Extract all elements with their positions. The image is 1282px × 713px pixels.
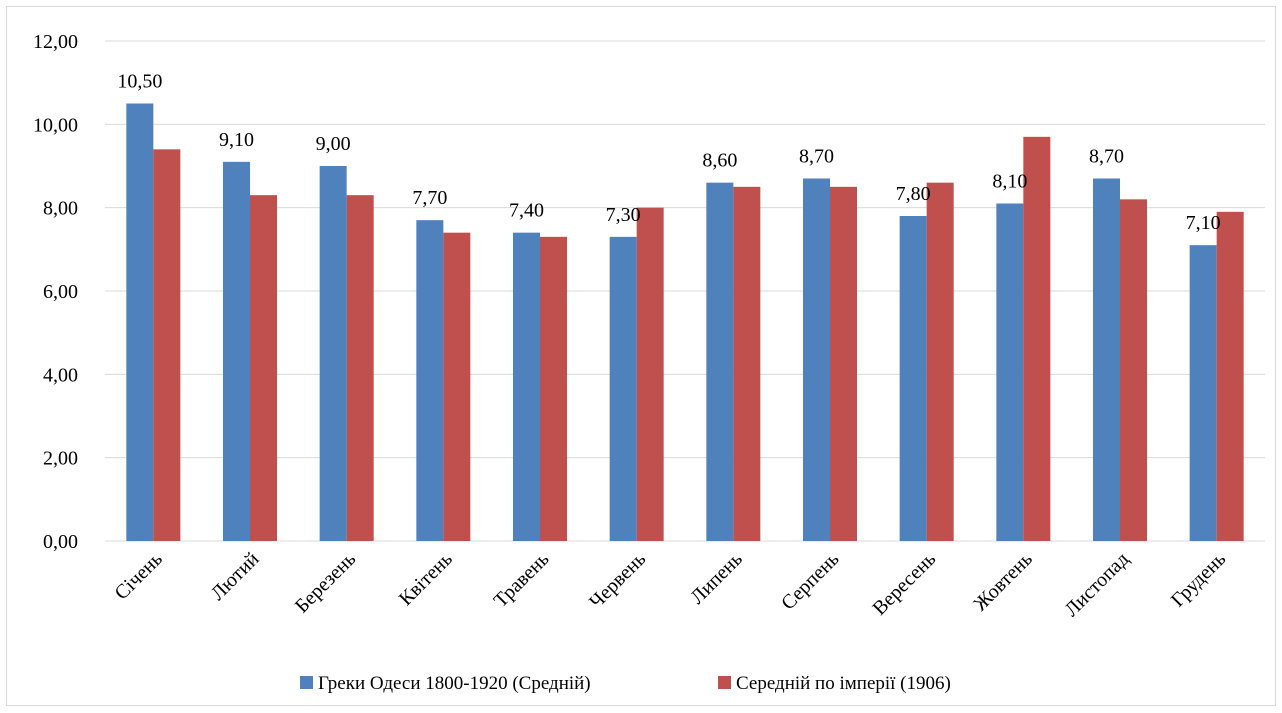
bar-series-1-5: [513, 232, 540, 541]
x-tick-label: Жовтень: [969, 548, 1036, 615]
x-tick-label: Січень: [111, 548, 167, 604]
bar-series-2-6: [636, 207, 664, 541]
y-tick-label: 12,00: [33, 31, 78, 53]
x-tick-label: Березень: [291, 548, 360, 617]
bar-series-1-10: [996, 203, 1024, 541]
x-tick-label: Листопад: [1060, 548, 1133, 621]
bar-series-1-7: [706, 182, 734, 541]
data-label: 7,10: [1186, 212, 1221, 234]
data-labels: 10,50 9,10 9,00 7,70 7,40 7,30 8,60 8,70 7,80 8,1…: [117, 71, 1220, 235]
legend: Греки Одеси 1800-1920 (Средній) Середній…: [300, 673, 951, 694]
data-label: 8,10: [992, 171, 1027, 193]
bar-series-2-11: [1120, 199, 1147, 542]
data-label: 7,30: [606, 204, 641, 226]
y-tick-label: 6,00: [43, 281, 78, 303]
gridlines: [105, 40, 1265, 542]
data-label: 8,70: [799, 146, 834, 168]
bar-series-2-12: [1216, 211, 1244, 542]
y-tick-label: 10,00: [33, 114, 78, 136]
bar-series-2-1: [153, 149, 181, 542]
data-label: 7,40: [509, 200, 544, 222]
data-label: 8,60: [702, 150, 737, 172]
bar-series-1-9: [899, 216, 927, 541]
bar-series-2-9: [926, 182, 954, 541]
data-label: 10,50: [117, 71, 162, 93]
bar-series-2-8: [830, 186, 857, 542]
data-label: 9,00: [316, 133, 351, 155]
legend-swatch-series-2: [718, 676, 731, 689]
bar-series-1-6: [609, 236, 637, 542]
legend-label-series-1: Греки Одеси 1800-1920 (Средній): [318, 673, 591, 694]
data-label: 9,10: [219, 129, 254, 151]
x-tick-label: Грудень: [1167, 548, 1230, 611]
bar-series-1-3: [319, 166, 347, 541]
x-axis-ticks: Січень Лютий Березень Квітень Травень Червень…: [111, 548, 1231, 621]
bar-series-2-4: [443, 232, 471, 541]
y-axis-ticks: 0,00 2,00 4,00 6,00 8,00 10,00 12,00: [33, 31, 78, 553]
data-label: 7,80: [896, 183, 931, 205]
bar-series-2-7: [733, 186, 761, 542]
bar-series-1-4: [416, 220, 444, 541]
x-tick-label: Травень: [490, 548, 554, 612]
bar-series-2-2: [250, 195, 277, 541]
x-tick-label: Лютий: [207, 548, 264, 605]
y-tick-label: 2,00: [43, 448, 78, 470]
bar-series-2-3: [346, 195, 374, 541]
bar-series-1-12: [1189, 245, 1217, 541]
x-tick-label: Серпень: [777, 548, 843, 614]
legend-label-series-2: Середній по імперії (1906): [736, 673, 951, 694]
bar-series-1-11: [1093, 178, 1120, 541]
bar-series-2-5: [540, 236, 567, 542]
y-tick-label: 8,00: [43, 198, 78, 220]
bar-series-1-8: [803, 178, 830, 541]
x-tick-label: Червень: [585, 548, 650, 613]
x-tick-label: Липень: [686, 548, 747, 609]
x-tick-label: Квітень: [395, 548, 457, 610]
x-tick-label: Вересень: [868, 548, 940, 620]
bar-series-2-10: [1023, 136, 1051, 542]
bar-series-1-2: [223, 161, 250, 542]
bars: [126, 103, 1244, 542]
bar-series-1-1: [126, 103, 154, 541]
data-label: 7,70: [412, 187, 447, 209]
y-tick-label: 4,00: [43, 364, 78, 386]
data-label: 8,70: [1089, 146, 1124, 168]
legend-swatch-series-1: [300, 676, 313, 689]
y-tick-label: 0,00: [43, 531, 78, 553]
